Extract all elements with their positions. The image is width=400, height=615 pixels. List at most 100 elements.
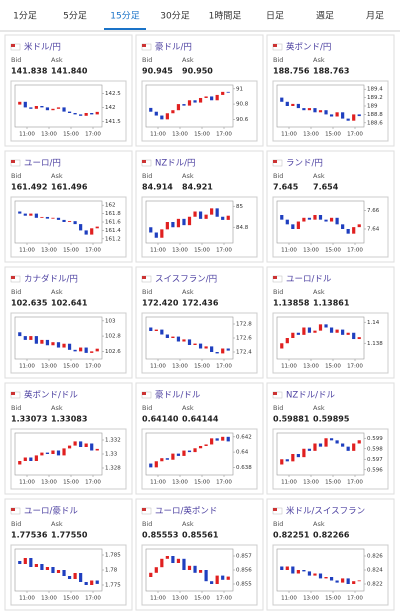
bid-value: 102.635 <box>11 299 48 308</box>
pair-title[interactable]: ユーロ/英ポンド <box>155 506 217 517</box>
x-tick-label: 13:00 <box>303 480 319 486</box>
candle <box>23 558 27 564</box>
pair-title[interactable]: 英ポンド/円 <box>286 42 331 53</box>
bid-value: 161.492 <box>11 183 47 192</box>
candle <box>193 211 197 217</box>
x-tick-label: 17:00 <box>85 248 101 254</box>
candle <box>165 556 169 559</box>
chart-box <box>10 196 127 258</box>
candle <box>318 215 323 220</box>
candle <box>18 332 22 337</box>
candle <box>154 461 158 468</box>
pair-title[interactable]: NZドル/円 <box>155 159 196 169</box>
pair-title[interactable]: ランド/円 <box>286 159 323 169</box>
candle <box>187 450 192 453</box>
pair-title[interactable]: NZドル/ドル <box>286 391 336 401</box>
candle <box>95 111 99 115</box>
candle <box>329 577 334 581</box>
y-tick-label: 1.328 <box>105 466 121 472</box>
candle <box>187 216 192 226</box>
y-tick-label: 102.8 <box>105 334 121 340</box>
tab[interactable]: 1分足 <box>13 11 37 22</box>
flag-mark <box>11 392 15 395</box>
candle <box>210 208 214 215</box>
tab-underline <box>104 28 146 30</box>
x-tick-label: 13:00 <box>41 248 57 254</box>
candle <box>29 457 33 461</box>
candle <box>210 96 214 101</box>
pair-title[interactable]: ユーロ/豪ドル <box>24 506 78 517</box>
tab[interactable]: 1時間足 <box>209 11 242 22</box>
tab[interactable]: 週足 <box>316 11 334 22</box>
candle <box>18 461 22 465</box>
candle <box>226 215 230 220</box>
candle <box>171 110 175 114</box>
y-tick-label: 1.332 <box>105 438 121 444</box>
candle <box>171 453 175 460</box>
candle <box>79 114 83 116</box>
candle <box>95 348 99 352</box>
ask-label: Ask <box>51 288 63 296</box>
candle <box>29 213 33 216</box>
tab[interactable]: 月足 <box>366 11 384 22</box>
pair-title[interactable]: 豪ドル/ドル <box>155 390 201 401</box>
pair-title[interactable]: 豪ドル/円 <box>155 42 192 53</box>
y-tick-label: 0.822 <box>367 582 383 588</box>
candle <box>198 343 203 349</box>
x-tick-label: 15:00 <box>325 596 341 602</box>
candle <box>307 571 312 576</box>
candle <box>23 101 27 108</box>
ask-label: Ask <box>313 56 325 64</box>
pair-title[interactable]: ユーロ/円 <box>24 159 61 169</box>
x-tick-label: 15:00 <box>63 480 79 486</box>
candle <box>335 329 339 333</box>
candle <box>18 211 22 214</box>
candle <box>335 440 339 444</box>
x-tick-label: 17:00 <box>216 480 232 486</box>
x-tick-label: 17:00 <box>347 480 363 486</box>
ask-value: 1.13861 <box>313 299 350 308</box>
y-tick-label: 161.4 <box>105 228 121 234</box>
tab[interactable]: 15分足 <box>110 11 139 22</box>
candle <box>95 226 99 229</box>
chart-box <box>272 544 389 606</box>
bid-label: Bid <box>11 288 21 296</box>
candle <box>73 113 77 115</box>
y-tick-label: 0.642 <box>236 434 252 440</box>
tab[interactable]: 30分足 <box>160 11 189 22</box>
candle <box>198 211 203 219</box>
y-tick-label: 141.5 <box>105 119 121 125</box>
candle <box>29 336 33 340</box>
ask-label: Ask <box>313 288 325 296</box>
candle <box>318 443 323 447</box>
y-tick-label: 102.6 <box>105 349 121 355</box>
flag-mark <box>142 508 146 511</box>
tab[interactable]: 日足 <box>266 11 284 22</box>
bid-label: Bid <box>273 520 283 528</box>
tab[interactable]: 5分足 <box>63 11 87 22</box>
plot-area <box>14 316 103 360</box>
candle <box>67 343 72 350</box>
candle <box>280 215 284 220</box>
pair-title[interactable]: カナダドル/円 <box>24 274 78 285</box>
candle <box>45 567 50 570</box>
x-tick-label: 11:00 <box>150 364 166 370</box>
ask-value: 1.33083 <box>51 415 87 424</box>
x-tick-label: 11:00 <box>150 596 166 602</box>
chart-box <box>141 196 258 258</box>
x-tick-label: 11:00 <box>19 248 35 254</box>
x-tick-label: 17:00 <box>347 364 363 370</box>
candle <box>198 97 203 103</box>
x-tick-label: 13:00 <box>303 248 319 254</box>
y-tick-label: 162 <box>105 203 116 209</box>
pair-title[interactable]: 米ドル/円 <box>24 42 61 53</box>
pair-title[interactable]: 英ポンド/ドル <box>24 390 78 401</box>
x-tick-label: 11:00 <box>281 364 297 370</box>
ask-value: 188.763 <box>313 67 349 76</box>
bid-label: Bid <box>11 172 21 180</box>
pair-title[interactable]: スイスフラン/円 <box>155 275 217 285</box>
bid-label: Bid <box>11 404 21 412</box>
pair-title[interactable]: ユーロ/ドル <box>286 275 332 285</box>
pair-title[interactable]: 米ドル/スイスフラン <box>286 506 365 517</box>
plot-area <box>145 200 234 244</box>
